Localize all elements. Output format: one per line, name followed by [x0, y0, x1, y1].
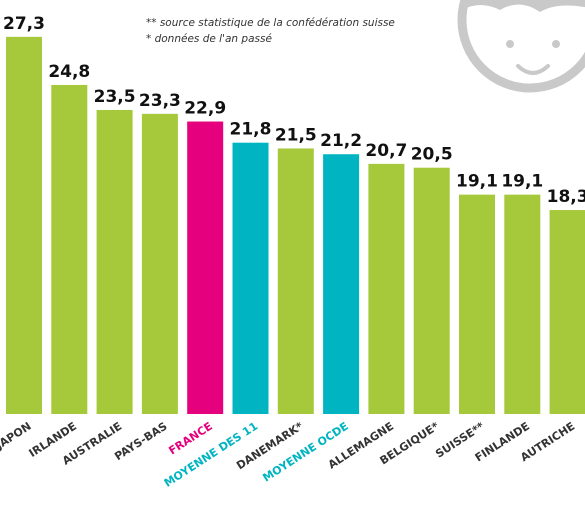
bar: [550, 210, 585, 414]
bar: [368, 164, 404, 414]
bar: [233, 143, 269, 414]
source-note: ** source statistique de la confédératio…: [146, 17, 395, 29]
value-label: 21,5: [275, 125, 317, 145]
value-label: 20,5: [411, 145, 453, 165]
value-label: 23,3: [139, 91, 181, 111]
bar: [278, 148, 314, 414]
value-label: 22,9: [184, 99, 226, 119]
value-label: 21,8: [230, 120, 272, 140]
bar: [142, 114, 178, 414]
value-label: 19,1: [501, 172, 543, 192]
value-label: 19,1: [456, 172, 498, 192]
value-label: 21,2: [320, 131, 362, 151]
bar: [414, 168, 450, 414]
bar: [97, 110, 133, 414]
bar: [6, 37, 42, 414]
year-note: * données de l'an passé: [146, 33, 272, 45]
bar: [504, 195, 540, 414]
bar: [187, 122, 223, 414]
bar: [323, 154, 359, 414]
value-label: 18,3: [547, 187, 585, 207]
value-label: 24,8: [48, 62, 90, 82]
value-label: 23,5: [94, 87, 136, 107]
bar: [51, 85, 87, 414]
chart: ** source statistique de la confédératio…: [0, 0, 585, 515]
smiley-icon: [462, 0, 585, 88]
bar: [459, 195, 495, 414]
value-label: 20,7: [365, 141, 407, 161]
value-label: 27,3: [3, 14, 45, 34]
